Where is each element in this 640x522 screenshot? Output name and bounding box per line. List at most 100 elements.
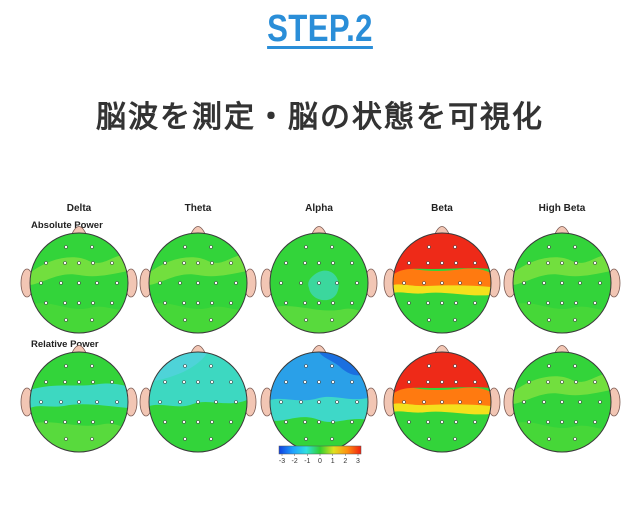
electrode bbox=[77, 281, 81, 285]
electrode bbox=[158, 400, 162, 404]
electrode bbox=[355, 281, 359, 285]
electrode bbox=[335, 281, 339, 285]
electrode bbox=[59, 400, 63, 404]
electrode bbox=[355, 400, 359, 404]
electrode bbox=[317, 420, 321, 424]
electrode bbox=[402, 400, 406, 404]
electrode bbox=[39, 400, 43, 404]
electrode bbox=[546, 301, 550, 305]
electrode bbox=[317, 400, 321, 404]
electrode bbox=[578, 281, 582, 285]
electrode bbox=[593, 261, 597, 265]
electrode bbox=[458, 281, 462, 285]
electrode bbox=[478, 400, 482, 404]
band-label-alpha: Alpha bbox=[305, 203, 333, 214]
electrode bbox=[110, 380, 114, 384]
electrode bbox=[440, 281, 444, 285]
head-map-relative-high-beta bbox=[503, 345, 621, 453]
electrode bbox=[593, 301, 597, 305]
electrode bbox=[77, 380, 81, 384]
electrode bbox=[330, 364, 334, 368]
electrode bbox=[402, 281, 406, 285]
head-map-relative-delta bbox=[20, 345, 138, 453]
electrode bbox=[542, 281, 546, 285]
electrode bbox=[183, 245, 187, 249]
band-label-high-beta: High Beta bbox=[539, 203, 586, 214]
electrode bbox=[209, 437, 213, 441]
electrode bbox=[331, 420, 335, 424]
electrode bbox=[573, 437, 577, 441]
electrode bbox=[350, 420, 354, 424]
electrode bbox=[64, 364, 68, 368]
electrode bbox=[210, 380, 214, 384]
electrode bbox=[574, 420, 578, 424]
electrode bbox=[284, 301, 288, 305]
electrode bbox=[547, 318, 551, 322]
electrode bbox=[547, 245, 551, 249]
head-outline bbox=[29, 351, 129, 453]
electrode bbox=[209, 245, 213, 249]
electrode bbox=[574, 261, 578, 265]
electrode bbox=[478, 281, 482, 285]
electrode bbox=[407, 261, 411, 265]
electrode bbox=[578, 400, 582, 404]
electrode bbox=[284, 420, 288, 424]
electrode bbox=[284, 261, 288, 265]
electrode bbox=[234, 281, 238, 285]
head-map-relative-theta bbox=[139, 345, 257, 453]
colorbar-tick: -1 bbox=[304, 458, 310, 465]
electrode bbox=[427, 245, 431, 249]
electrode bbox=[407, 301, 411, 305]
electrode bbox=[598, 400, 602, 404]
electrode bbox=[91, 301, 95, 305]
electrode bbox=[90, 437, 94, 441]
electrode bbox=[279, 281, 283, 285]
electrode bbox=[77, 301, 81, 305]
colorbar-tick: 1 bbox=[331, 458, 335, 465]
electrode bbox=[453, 318, 457, 322]
electrode bbox=[560, 420, 564, 424]
electrode bbox=[454, 380, 458, 384]
electrode bbox=[426, 301, 430, 305]
band-label-theta: Theta bbox=[185, 203, 212, 214]
row-label-relative-power: Relative Power bbox=[31, 339, 99, 350]
electrode bbox=[350, 261, 354, 265]
electrode bbox=[330, 437, 334, 441]
electrode bbox=[64, 437, 68, 441]
electrode bbox=[522, 400, 526, 404]
electrode bbox=[454, 420, 458, 424]
electrode bbox=[196, 261, 200, 265]
electrode bbox=[77, 400, 81, 404]
electrode bbox=[163, 420, 167, 424]
electrode bbox=[63, 380, 67, 384]
electrode bbox=[546, 380, 550, 384]
electrode bbox=[331, 261, 335, 265]
electrode bbox=[454, 261, 458, 265]
electrode bbox=[44, 380, 48, 384]
electrode bbox=[574, 301, 578, 305]
head-outline bbox=[512, 351, 612, 453]
head-outline bbox=[392, 351, 492, 453]
electrode bbox=[178, 281, 182, 285]
electrode bbox=[91, 380, 95, 384]
electrode bbox=[407, 420, 411, 424]
electrode bbox=[560, 261, 564, 265]
electrode bbox=[560, 281, 564, 285]
electrode bbox=[422, 400, 426, 404]
electrode bbox=[182, 261, 186, 265]
electrode bbox=[229, 301, 233, 305]
head-outline bbox=[392, 232, 492, 334]
electrode bbox=[527, 420, 531, 424]
electrode bbox=[95, 400, 99, 404]
electrode bbox=[196, 380, 200, 384]
electrode bbox=[317, 281, 321, 285]
electrode bbox=[210, 261, 214, 265]
electrode bbox=[546, 261, 550, 265]
electrode bbox=[91, 420, 95, 424]
electrode bbox=[163, 380, 167, 384]
electrode bbox=[426, 420, 430, 424]
electrode bbox=[560, 400, 564, 404]
head-map-absolute-delta bbox=[20, 226, 138, 334]
electrode bbox=[90, 318, 94, 322]
electrode bbox=[317, 261, 321, 265]
